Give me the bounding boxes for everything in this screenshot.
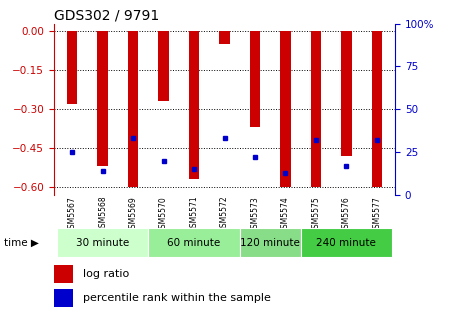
Bar xyxy=(371,31,382,187)
Text: GSM5577: GSM5577 xyxy=(372,196,381,233)
Text: 240 minute: 240 minute xyxy=(317,238,376,248)
FancyBboxPatch shape xyxy=(57,228,148,257)
Text: GSM5569: GSM5569 xyxy=(128,196,137,233)
Text: GSM5575: GSM5575 xyxy=(312,196,321,233)
Text: time ▶: time ▶ xyxy=(4,238,40,248)
Text: GSM5570: GSM5570 xyxy=(159,196,168,233)
Text: 30 minute: 30 minute xyxy=(76,238,129,248)
Text: GDS302 / 9791: GDS302 / 9791 xyxy=(54,8,159,23)
Text: log ratio: log ratio xyxy=(83,269,129,279)
Bar xyxy=(158,31,169,101)
FancyBboxPatch shape xyxy=(301,228,392,257)
Text: GSM5576: GSM5576 xyxy=(342,196,351,233)
Text: GSM5568: GSM5568 xyxy=(98,196,107,233)
FancyBboxPatch shape xyxy=(240,228,301,257)
Text: GSM5567: GSM5567 xyxy=(68,196,77,233)
Text: percentile rank within the sample: percentile rank within the sample xyxy=(83,293,271,303)
Text: GSM5571: GSM5571 xyxy=(189,196,198,233)
Bar xyxy=(128,31,138,187)
Text: GSM5574: GSM5574 xyxy=(281,196,290,233)
Bar xyxy=(250,31,260,127)
Bar xyxy=(67,31,78,104)
Text: 120 minute: 120 minute xyxy=(240,238,300,248)
Text: 60 minute: 60 minute xyxy=(167,238,220,248)
Bar xyxy=(54,289,73,307)
Bar xyxy=(341,31,352,156)
Bar xyxy=(189,31,199,179)
Bar xyxy=(311,31,321,187)
Text: GSM5572: GSM5572 xyxy=(220,196,229,233)
Bar xyxy=(97,31,108,166)
Bar xyxy=(280,31,291,187)
FancyBboxPatch shape xyxy=(148,228,240,257)
Bar xyxy=(54,265,73,283)
Bar xyxy=(219,31,230,44)
Text: GSM5573: GSM5573 xyxy=(251,196,260,233)
